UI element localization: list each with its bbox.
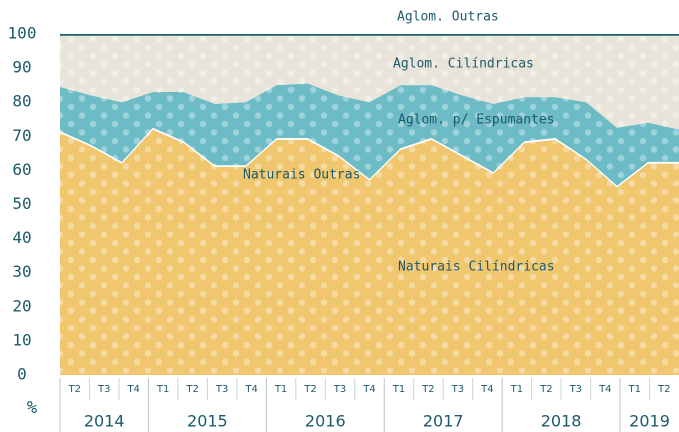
x-tick-label: T3 bbox=[97, 384, 110, 395]
series-label: Aglom. p/ Espumantes bbox=[398, 113, 555, 128]
y-tick-label: 10 bbox=[12, 330, 31, 349]
x-tick-label: T1 bbox=[156, 384, 169, 395]
x-tick-label: T1 bbox=[392, 384, 405, 395]
x-tick-label: T4 bbox=[362, 384, 375, 395]
y-tick-label: 80 bbox=[12, 92, 31, 111]
series-label: Naturais Outras bbox=[243, 168, 360, 183]
x-tick-label: T3 bbox=[451, 384, 464, 395]
x-tick-label: T4 bbox=[480, 384, 493, 395]
x-tick-label: T3 bbox=[333, 384, 346, 395]
y-tick-label: 0 bbox=[17, 365, 27, 384]
series-label: Naturais Cilíndricas bbox=[398, 260, 555, 275]
x-tick-label: T4 bbox=[126, 384, 139, 395]
x-tick-label: T1 bbox=[274, 384, 287, 395]
x-tick-label: T2 bbox=[67, 384, 80, 395]
x-tick-label: T2 bbox=[421, 384, 434, 395]
year-label: 2018 bbox=[541, 412, 582, 431]
y-tick-label: 30 bbox=[12, 262, 31, 281]
series-label: Aglom. Cilíndricas bbox=[393, 57, 534, 72]
dot-texture bbox=[60, 34, 679, 375]
year-label: 2014 bbox=[84, 412, 125, 431]
x-tick-label: T4 bbox=[598, 384, 611, 395]
y-tick-label: 100 bbox=[8, 24, 37, 43]
x-tick-label: T2 bbox=[539, 384, 552, 395]
series-label: Aglom. Outras bbox=[397, 10, 499, 25]
x-tick-label: T4 bbox=[244, 384, 257, 395]
x-tick-label: T2 bbox=[303, 384, 316, 395]
y-tick-label: 60 bbox=[12, 160, 31, 179]
x-tick-label: T3 bbox=[215, 384, 228, 395]
year-label: 2017 bbox=[423, 412, 464, 431]
year-label: 2016 bbox=[305, 412, 346, 431]
y-tick-label: 70 bbox=[12, 126, 31, 145]
x-tick-label: T1 bbox=[628, 384, 641, 395]
y-tick-label: 40 bbox=[12, 228, 31, 247]
y-tick-label: 90 bbox=[12, 58, 31, 77]
y-axis-label: % bbox=[27, 398, 37, 418]
x-tick-label: T2 bbox=[185, 384, 198, 395]
y-tick-label: 50 bbox=[12, 194, 31, 213]
x-tick-label: T3 bbox=[569, 384, 582, 395]
y-tick-label: 20 bbox=[12, 296, 31, 315]
year-label: 2015 bbox=[187, 412, 228, 431]
x-tick-label: T1 bbox=[510, 384, 523, 395]
x-tick-label: T2 bbox=[657, 384, 670, 395]
year-label: 2019 bbox=[629, 412, 670, 431]
